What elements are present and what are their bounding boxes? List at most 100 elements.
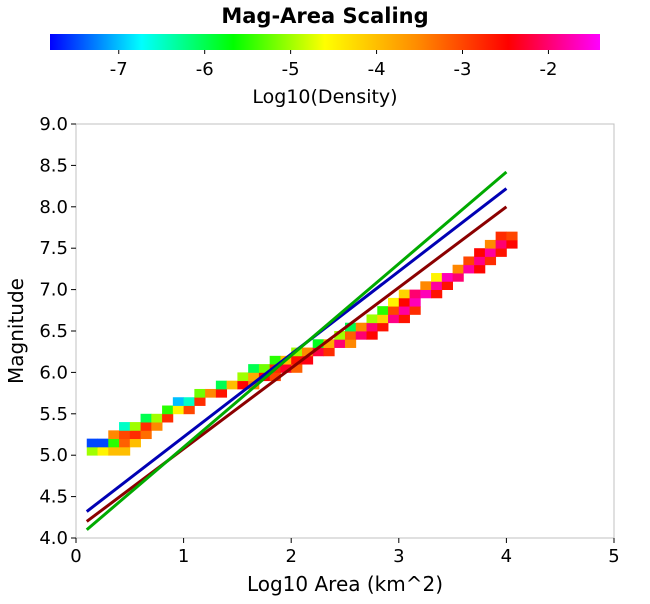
y-tick-label: 6.0: [39, 362, 68, 383]
chart-title: Mag-Area Scaling: [221, 4, 428, 28]
y-axis-label: Magnitude: [4, 278, 28, 384]
x-tick-label: 2: [285, 546, 296, 567]
density-bin: [398, 314, 410, 324]
density-bin: [312, 339, 324, 348]
density-bin: [301, 347, 314, 357]
density-bin: [474, 248, 486, 257]
density-bin: [409, 297, 421, 307]
density-bin: [398, 289, 410, 299]
density-bin: [484, 256, 497, 266]
density-bin: [151, 413, 163, 423]
density-bin: [484, 239, 497, 249]
x-tick-label: 0: [70, 546, 81, 567]
density-bin: [323, 339, 335, 348]
density-bin: [183, 397, 195, 406]
density-bin: [172, 405, 184, 415]
density-bin: [355, 331, 367, 340]
density-bin: [129, 438, 141, 448]
density-bin: [269, 372, 281, 382]
density-bin: [474, 264, 486, 274]
density-bin: [463, 256, 475, 266]
density-bin: [151, 422, 163, 431]
density-bin: [140, 422, 152, 431]
y-tick-label: 4.0: [39, 528, 68, 549]
density-bin: [334, 331, 346, 340]
density-bin: [269, 355, 281, 365]
y-tick-label: 8.5: [39, 155, 68, 176]
density-bin: [108, 438, 120, 448]
density-bin: [366, 322, 378, 332]
density-bin: [86, 438, 98, 448]
density-bin: [162, 413, 174, 423]
colorbar-tick-label: -7: [110, 59, 128, 80]
density-bin: [388, 297, 400, 307]
density-bin: [248, 364, 260, 373]
density-bin: [129, 422, 141, 431]
density-bin: [441, 273, 453, 282]
colorbar-ticks: -7 -6 -5 -4 -3 -2: [110, 50, 557, 80]
colorbar: [50, 34, 600, 50]
density-bin: [291, 364, 303, 373]
x-axis-label: Log10 Area (km^2): [247, 572, 443, 596]
density-bin: [140, 430, 152, 440]
density-bin: [108, 430, 120, 440]
density-bin: [484, 248, 497, 257]
density-bin: [248, 372, 260, 382]
density-bin: [345, 331, 357, 340]
density-bin: [398, 297, 410, 307]
colorbar-tick-label: -4: [368, 59, 386, 80]
density-bin: [183, 405, 195, 415]
density-bin: [140, 413, 152, 423]
density-bin: [301, 355, 314, 365]
density-bin: [495, 248, 507, 257]
fit-lines: [85, 170, 508, 531]
y-tick-label: 7.0: [39, 280, 68, 301]
colorbar-tick-label: -3: [454, 59, 472, 80]
density-bin: [345, 322, 357, 332]
y-tick-label: 7.5: [39, 238, 68, 259]
y-axis-ticks: 4.0 4.5 5.0 5.5 6.0 6.5 7.0 7.5 8.0 8.5 9.0: [39, 114, 76, 549]
density-bin: [441, 281, 453, 290]
density-bin: [172, 397, 184, 406]
density-bin: [323, 347, 335, 357]
density-bin: [194, 397, 206, 406]
density-bin: [452, 264, 464, 274]
density-bin: [108, 446, 120, 456]
density-bins: [86, 231, 518, 456]
colorbar-tick-label: -2: [539, 59, 557, 80]
y-tick-label: 8.0: [39, 197, 68, 218]
density-bin: [205, 388, 217, 398]
density-bin: [506, 231, 518, 241]
density-bin: [291, 355, 303, 365]
colorbar-tick-label: -6: [196, 59, 214, 80]
colorbar-tick-label: -5: [282, 59, 300, 80]
x-axis-ticks: 0 1 2 3 4 5: [70, 538, 620, 567]
y-tick-label: 4.5: [39, 487, 68, 508]
density-bin: [97, 446, 109, 456]
density-bin: [226, 380, 238, 390]
density-bin: [366, 331, 378, 340]
density-bin: [215, 380, 228, 390]
x-tick-label: 5: [608, 546, 619, 567]
x-tick-label: 1: [178, 546, 189, 567]
density-bin: [420, 281, 432, 290]
density-bin: [119, 438, 131, 448]
density-bin: [388, 306, 400, 315]
density-bin: [409, 306, 421, 315]
density-bin: [366, 314, 378, 324]
density-bin: [334, 339, 346, 348]
density-bin: [345, 339, 357, 348]
density-bin: [463, 264, 475, 274]
y-tick-label: 5.0: [39, 445, 68, 466]
density-bin: [248, 380, 260, 390]
density-bin: [377, 306, 389, 315]
fit-line: [85, 170, 508, 531]
density-bin: [495, 239, 507, 249]
density-bin: [474, 256, 486, 266]
density-bin: [119, 422, 131, 431]
density-bin: [280, 364, 292, 373]
x-tick-label: 3: [393, 546, 404, 567]
density-bin: [409, 289, 421, 299]
colorbar-label: Log10(Density): [252, 86, 397, 108]
